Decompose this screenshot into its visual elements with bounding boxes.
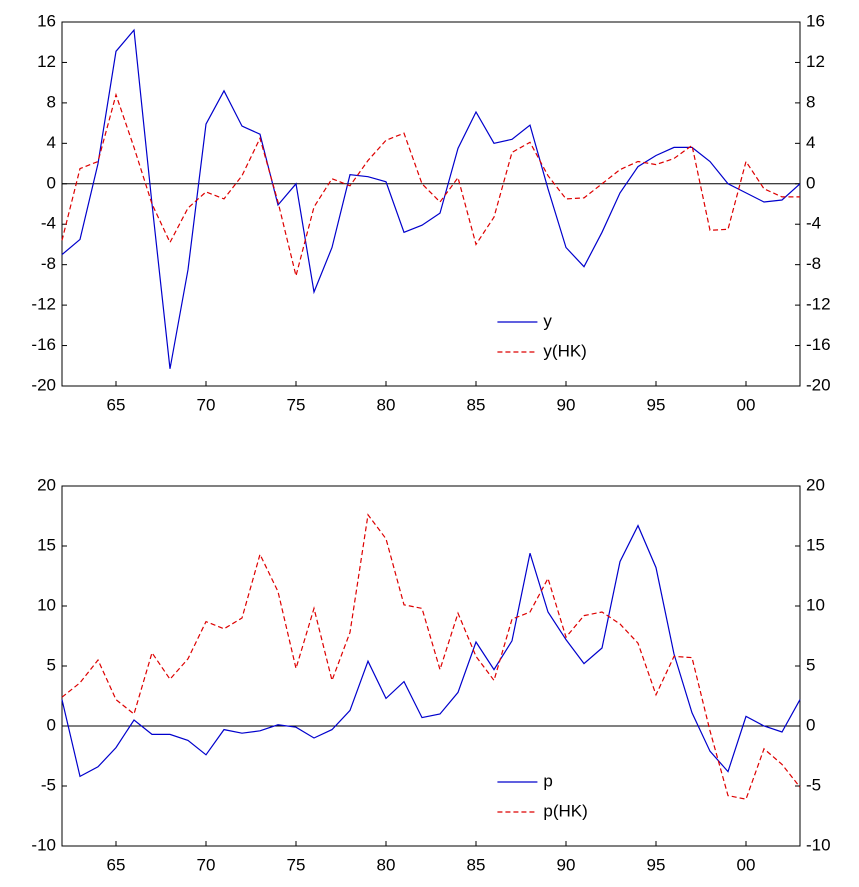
y-tick-label: 0 bbox=[47, 173, 56, 192]
y-tick-label: 20 bbox=[37, 475, 56, 494]
y-tick-label: 15 bbox=[37, 535, 56, 554]
x-tick-label: 75 bbox=[287, 855, 306, 874]
x-tick-label: 95 bbox=[647, 855, 666, 874]
y-tick-label: -8 bbox=[41, 254, 56, 273]
y-tick-label: -20 bbox=[31, 375, 56, 394]
legend-label: y(HK) bbox=[543, 341, 586, 360]
y-tick-label: 0 bbox=[47, 715, 56, 734]
x-tick-label: 95 bbox=[647, 395, 666, 414]
y2-tick-label: 15 bbox=[806, 535, 825, 554]
y2-tick-label: -8 bbox=[806, 254, 821, 273]
y-tick-label: 10 bbox=[37, 595, 56, 614]
legend-label: y bbox=[543, 311, 552, 330]
y-tick-label: -5 bbox=[41, 775, 56, 794]
x-tick-label: 80 bbox=[377, 855, 396, 874]
legend-label: p(HK) bbox=[543, 801, 587, 820]
y-tick-label: -16 bbox=[31, 335, 56, 354]
series-line bbox=[61, 513, 801, 800]
y2-tick-label: -12 bbox=[806, 295, 831, 314]
y2-tick-label: -20 bbox=[806, 375, 831, 394]
y2-tick-label: 8 bbox=[806, 92, 815, 111]
x-tick-label: 65 bbox=[107, 395, 126, 414]
y2-tick-label: 4 bbox=[806, 133, 815, 152]
y2-tick-label: 12 bbox=[806, 52, 825, 71]
y2-tick-label: -4 bbox=[806, 214, 821, 233]
y-tick-label: 8 bbox=[47, 92, 56, 111]
plot-frame bbox=[61, 485, 801, 847]
x-tick-label: 85 bbox=[467, 395, 486, 414]
y2-tick-label: 20 bbox=[806, 475, 825, 494]
y2-tick-label: 10 bbox=[806, 595, 825, 614]
x-tick-label: 70 bbox=[197, 855, 216, 874]
y2-tick-label: -10 bbox=[806, 835, 831, 854]
y-tick-label: 16 bbox=[37, 11, 56, 30]
y-tick-label: 5 bbox=[47, 655, 56, 674]
y2-tick-label: 16 bbox=[806, 11, 825, 30]
x-tick-label: 90 bbox=[557, 855, 576, 874]
x-tick-label: 00 bbox=[737, 395, 756, 414]
x-tick-label: 00 bbox=[737, 855, 756, 874]
x-tick-label: 80 bbox=[377, 395, 396, 414]
series-line bbox=[61, 92, 800, 276]
y-tick-label: -4 bbox=[41, 214, 56, 233]
y2-tick-label: -16 bbox=[806, 335, 831, 354]
x-tick-label: 70 bbox=[197, 395, 216, 414]
y-tick-label: -12 bbox=[31, 295, 56, 314]
x-tick-label: 90 bbox=[557, 395, 576, 414]
y-tick-label: 12 bbox=[37, 52, 56, 71]
y-tick-label: -10 bbox=[31, 835, 56, 854]
x-tick-label: 75 bbox=[287, 395, 306, 414]
series-line bbox=[61, 28, 801, 369]
y2-tick-label: 0 bbox=[806, 173, 815, 192]
y2-tick-label: 0 bbox=[806, 715, 815, 734]
x-tick-label: 65 bbox=[107, 855, 126, 874]
y-tick-label: 4 bbox=[47, 133, 56, 152]
x-tick-label: 85 bbox=[467, 855, 486, 874]
y2-tick-label: -5 bbox=[806, 775, 821, 794]
legend-label: p bbox=[543, 771, 552, 790]
y2-tick-label: 5 bbox=[806, 655, 815, 674]
series-line bbox=[61, 524, 801, 778]
plot-frame bbox=[61, 21, 801, 387]
